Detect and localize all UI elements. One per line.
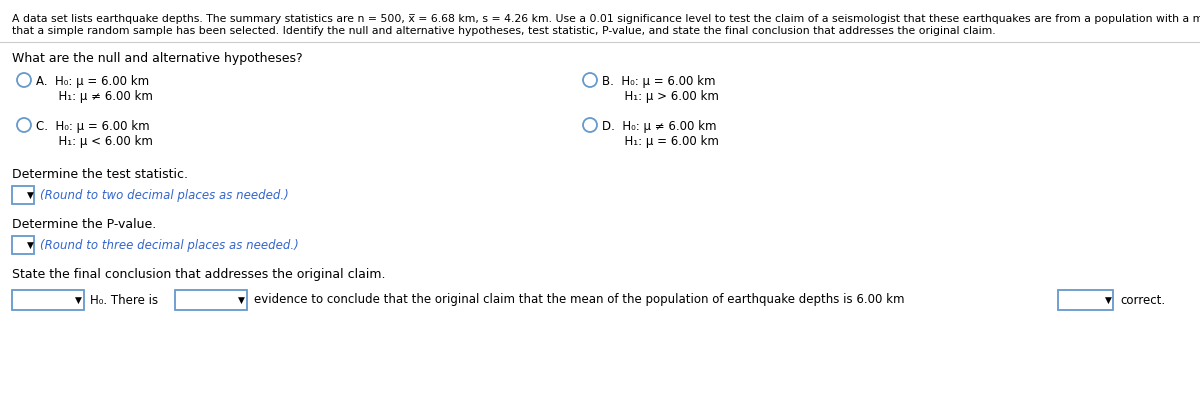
Text: C.  H₀: μ = 6.00 km: C. H₀: μ = 6.00 km	[36, 120, 150, 133]
Text: B.  H₀: μ = 6.00 km: B. H₀: μ = 6.00 km	[602, 75, 715, 88]
Text: H₁: μ = 6.00 km: H₁: μ = 6.00 km	[602, 135, 719, 148]
Text: ▼: ▼	[238, 296, 245, 304]
FancyBboxPatch shape	[12, 290, 84, 310]
Text: What are the null and alternative hypotheses?: What are the null and alternative hypoth…	[12, 52, 302, 65]
Text: ▼: ▼	[26, 190, 34, 200]
Text: Determine the P-value.: Determine the P-value.	[12, 218, 156, 231]
Text: (Round to two decimal places as needed.): (Round to two decimal places as needed.)	[40, 188, 289, 202]
Text: evidence to conclude that the original claim that the mean of the population of : evidence to conclude that the original c…	[254, 294, 905, 306]
FancyBboxPatch shape	[12, 236, 34, 254]
Text: H₁: μ > 6.00 km: H₁: μ > 6.00 km	[602, 90, 719, 103]
Text: that a simple random sample has been selected. Identify the null and alternative: that a simple random sample has been sel…	[12, 26, 996, 36]
Text: correct.: correct.	[1120, 294, 1165, 306]
Text: A data set lists earthquake depths. The summary statistics are n = 500, x̅ = 6.6: A data set lists earthquake depths. The …	[12, 14, 1200, 24]
FancyBboxPatch shape	[12, 186, 34, 204]
Text: H₁: μ ≠ 6.00 km: H₁: μ ≠ 6.00 km	[36, 90, 152, 103]
Text: ▼: ▼	[1104, 296, 1111, 304]
Text: State the final conclusion that addresses the original claim.: State the final conclusion that addresse…	[12, 268, 385, 281]
Text: (Round to three decimal places as needed.): (Round to three decimal places as needed…	[40, 238, 299, 252]
Text: ▼: ▼	[26, 240, 34, 250]
Text: H₁: μ < 6.00 km: H₁: μ < 6.00 km	[36, 135, 152, 148]
Text: H₀. There is: H₀. There is	[90, 294, 158, 306]
FancyBboxPatch shape	[175, 290, 247, 310]
Text: A.  H₀: μ = 6.00 km: A. H₀: μ = 6.00 km	[36, 75, 149, 88]
Text: D.  H₀: μ ≠ 6.00 km: D. H₀: μ ≠ 6.00 km	[602, 120, 716, 133]
Text: Determine the test statistic.: Determine the test statistic.	[12, 168, 188, 181]
Text: ▼: ▼	[74, 296, 82, 304]
FancyBboxPatch shape	[1058, 290, 1114, 310]
